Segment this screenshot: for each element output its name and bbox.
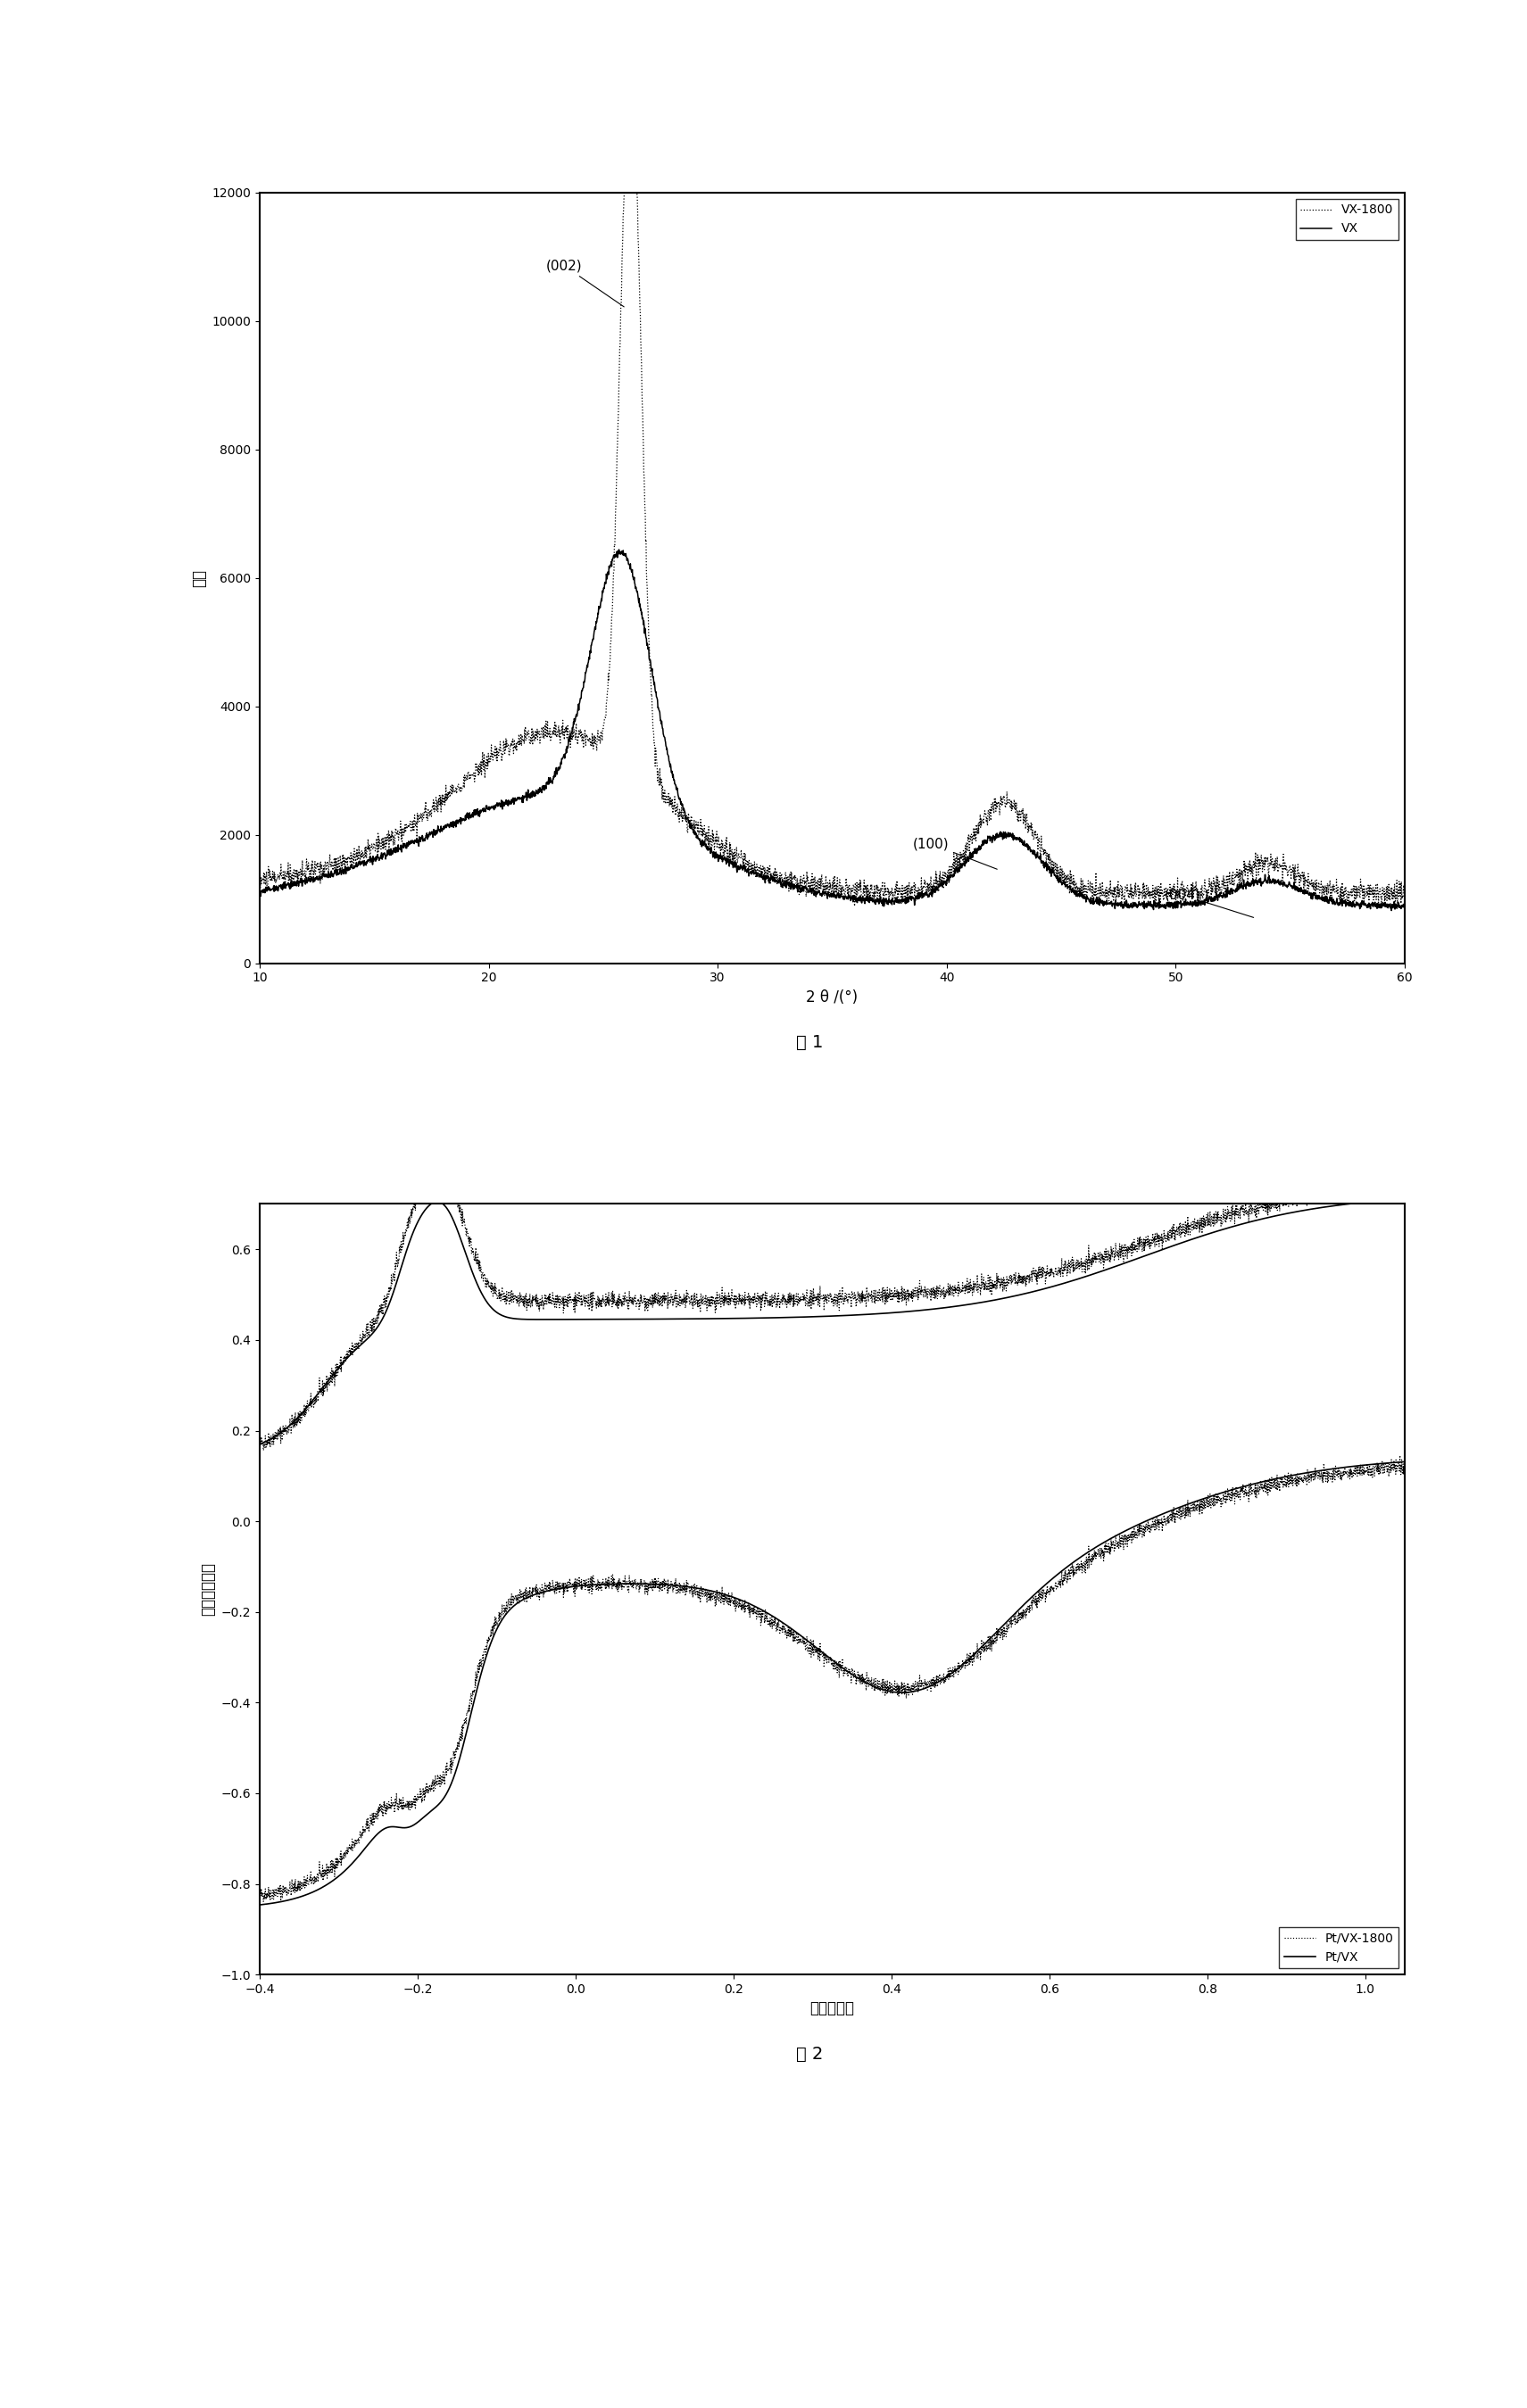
X-axis label: 2 θ /(°): 2 θ /(°)	[806, 990, 858, 1007]
Pt/VX	[1396, 1185, 1414, 1214]
Text: 图 1: 图 1	[796, 1033, 823, 1050]
VX-1800	[1251, 845, 1269, 874]
Pt/VX-1800	[741, 1288, 759, 1317]
VX	[1382, 896, 1400, 925]
VX-1800	[739, 857, 757, 886]
VX	[382, 840, 400, 869]
Legend: VX-1800, VX: VX-1800, VX	[1296, 200, 1399, 241]
VX	[250, 874, 269, 903]
Y-axis label: 电流（毫安）: 电流（毫安）	[200, 1563, 215, 1616]
Pt/VX-1800	[1304, 1182, 1322, 1211]
Pt/VX	[741, 1303, 759, 1332]
Pt/VX-1800	[1083, 1250, 1101, 1279]
X-axis label: 电势（伏）: 电势（伏）	[809, 2001, 855, 2018]
VX-1800	[846, 891, 864, 920]
VX-1800	[690, 816, 709, 845]
Pt/VX	[1083, 1259, 1101, 1288]
VX	[1396, 889, 1414, 917]
Text: (002): (002)	[545, 260, 625, 306]
Pt/VX-1800	[253, 1435, 272, 1464]
VX	[690, 826, 709, 855]
VX-1800	[250, 860, 269, 889]
VX	[449, 809, 467, 838]
Pt/VX	[794, 1303, 812, 1332]
VX-1800	[615, 178, 634, 207]
VX	[609, 535, 628, 563]
VX	[739, 862, 757, 891]
Text: 图 2: 图 2	[796, 2044, 823, 2061]
Line: VX-1800: VX-1800	[260, 193, 1405, 905]
Pt/VX	[1304, 1194, 1322, 1223]
Pt/VX	[1361, 1187, 1379, 1216]
Pt/VX-1800	[250, 1428, 269, 1457]
Legend: Pt/VX-1800, Pt/VX: Pt/VX-1800, Pt/VX	[1280, 1926, 1399, 1967]
VX-1800	[382, 826, 400, 855]
VX-1800	[449, 771, 467, 799]
Text: (004): (004)	[1164, 889, 1254, 917]
VX	[1373, 891, 1391, 920]
VX	[1251, 864, 1269, 893]
Pt/VX-1800	[796, 1281, 814, 1310]
Line: VX: VX	[260, 549, 1405, 910]
VX-1800	[1374, 881, 1393, 910]
Pt/VX-1800	[731, 1291, 750, 1320]
Pt/VX-1800	[1396, 1170, 1414, 1199]
Line: Pt/VX: Pt/VX	[260, 1199, 1405, 1445]
Pt/VX-1800	[1361, 1180, 1379, 1209]
Y-axis label: 强度: 强度	[191, 568, 206, 588]
Line: Pt/VX-1800: Pt/VX-1800	[260, 1161, 1405, 1450]
VX-1800	[1396, 872, 1414, 901]
Text: (100): (100)	[912, 838, 997, 869]
Pt/VX-1800	[426, 1146, 444, 1175]
Pt/VX	[250, 1430, 269, 1459]
Pt/VX	[731, 1303, 750, 1332]
